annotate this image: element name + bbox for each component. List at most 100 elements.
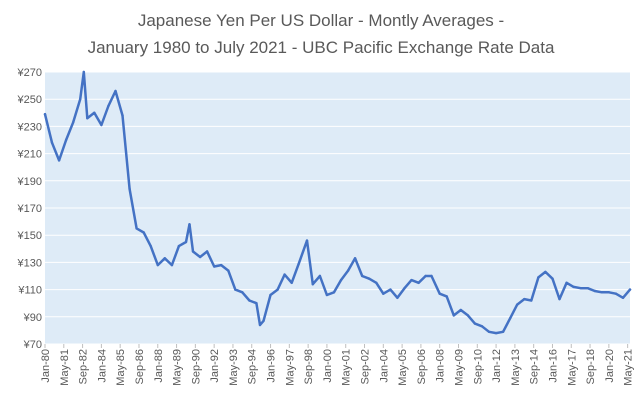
data-point [241,291,244,294]
data-point [100,123,103,127]
x-tick-label: Jan-00 [322,349,334,383]
x-tick-label: May-09 [453,349,465,386]
data-point [480,325,484,328]
x-axis-tick-labels: Jan-80 May-81 Sep-82 Jan-84 May-85 Sep-86 Jan-… [40,344,635,386]
y-tick-label: ¥190 [17,176,42,188]
y-tick-label: ¥90 [23,312,42,324]
data-point [544,270,547,274]
x-tick-label: Jan-12 [491,349,503,383]
y-tick-label: ¥110 [17,285,42,297]
data-point [248,299,251,302]
data-point [43,113,47,116]
data-point [234,288,237,291]
data-point [565,281,568,284]
x-tick-label: Jan-04 [378,349,390,383]
series-layer [43,70,632,335]
data-point [607,291,611,294]
x-tick-label: Jan-96 [266,349,278,383]
data-point [107,104,110,108]
data-point [188,223,191,226]
data-point [537,276,540,279]
data-point [516,303,519,306]
x-tick-label: Sep-06 [416,349,428,384]
x-tick-label: May-97 [284,349,296,386]
data-point [305,239,309,242]
y-tick-label: ¥250 [17,94,42,106]
data-point [191,250,195,253]
x-tick-label: May-93 [228,349,240,386]
x-tick-label: Jan-20 [604,349,616,383]
x-tick-label: Sep-02 [360,349,372,384]
data-point [396,296,399,299]
data-point [82,70,86,74]
data-point [346,269,350,272]
data-point [72,121,75,124]
x-tick-label: Jan-92 [209,349,221,383]
data-point [473,322,477,325]
y-tick-label: ¥130 [17,257,42,269]
data-point [297,262,300,265]
data-point [466,314,470,317]
y-tick-label: ¥230 [17,121,42,133]
data-point [177,244,181,248]
x-tick-label: Sep-10 [472,349,484,384]
data-point [368,277,371,280]
data-point [213,265,216,268]
data-point [262,319,265,323]
data-point [389,288,392,291]
data-point [417,281,420,284]
data-point [403,287,406,290]
data-point [170,263,174,267]
gridlines [45,71,630,345]
data-point [494,331,498,335]
data-point [523,297,526,301]
data-point [156,263,159,267]
data-point [220,263,223,267]
data-point [276,288,279,291]
x-tick-label: Sep-98 [303,349,315,384]
data-point [361,274,364,278]
data-point [438,292,441,295]
data-point [64,138,68,142]
data-point [353,257,357,260]
data-point [114,89,117,93]
data-point [530,299,533,302]
data-point [332,291,336,294]
data-point [430,274,433,278]
data-point [579,287,582,290]
data-point [382,292,385,295]
data-point [487,330,491,333]
data-point [509,317,512,320]
data-point [311,283,314,286]
data-point [283,273,286,276]
data-point [79,98,82,101]
data-point [93,111,96,115]
x-tick-label: Jan-08 [435,349,447,383]
data-point [339,278,343,282]
x-tick-label: May-85 [115,349,127,386]
data-point [621,296,625,299]
x-tick-label: Sep-90 [190,349,202,384]
data-point [227,269,230,272]
data-point [86,117,89,120]
data-point [149,244,152,248]
data-point [50,141,54,144]
data-point [184,240,188,244]
data-point [135,227,138,230]
data-point [198,255,202,259]
y-tick-label: ¥170 [17,203,42,215]
x-tick-label: May-05 [397,349,409,386]
data-point [452,314,455,317]
data-point [375,281,378,284]
y-tick-label: ¥70 [23,339,42,351]
data-point [258,323,262,327]
data-point [410,278,413,282]
x-tick-label: Sep-86 [134,349,146,384]
data-point [57,159,61,162]
data-point [614,292,618,295]
data-point [600,291,603,294]
data-point [628,288,632,291]
x-tick-label: Sep-94 [247,349,259,384]
